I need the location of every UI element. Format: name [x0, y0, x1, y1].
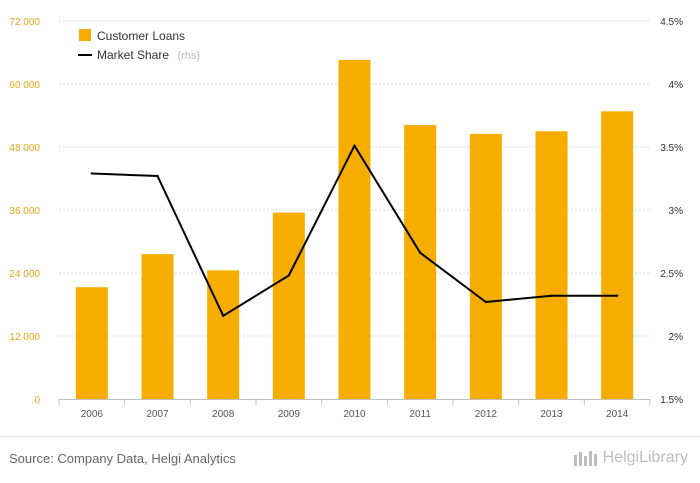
brand-name: HelgiLibrary	[602, 449, 688, 466]
source-note: Source: Company Data, Helgi Analytics	[9, 451, 236, 466]
x-tick-label: 2010	[343, 409, 366, 420]
market-share-point-2008	[221, 314, 225, 318]
market-share-point-2010	[353, 144, 356, 147]
y-right-tick-label: 4%	[669, 80, 684, 91]
legend-label-bar: Customer Loans	[97, 29, 185, 43]
line-series	[90, 144, 619, 318]
y-left-tick-label: 12 000	[9, 332, 40, 343]
footer-divider	[0, 436, 700, 437]
y-right-tick-label: 2%	[669, 332, 684, 343]
y-right-tick-label: 3.5%	[660, 143, 683, 154]
market-share-point-2006	[90, 172, 94, 175]
market-share-point-2012	[484, 300, 488, 304]
legend-label-line: Market Share	[97, 48, 169, 62]
bar-2010	[338, 59, 371, 399]
y-left-tick-label: 24 000	[9, 269, 40, 280]
y-right-tick-label: 1.5%	[660, 395, 683, 406]
y-left-tick-label: 48 000	[9, 143, 40, 154]
library-icon	[573, 451, 597, 466]
x-tick-label: 2009	[278, 409, 301, 420]
x-tick-label: 2008	[212, 409, 235, 420]
brand-logo: HelgiLibrary	[573, 449, 688, 467]
legend: Customer Loans Market Share (rhs)	[78, 29, 200, 63]
y-left-tick-label: 0	[34, 395, 40, 406]
x-tick-label: 2011	[409, 409, 431, 420]
legend-swatch-bar	[79, 29, 91, 41]
y-left-tick-label: 36 000	[9, 206, 40, 217]
bar-2006	[75, 287, 108, 399]
x-tick-label: 2014	[606, 409, 629, 420]
combo-chart: 0 12 000 24 000 36 000 48 000 60 000 72 000 1.5…	[9, 17, 683, 420]
legend-label-line-group: Market Share (rhs)	[97, 46, 200, 63]
x-tick-label: 2007	[146, 409, 169, 420]
market-share-point-2011	[418, 251, 422, 255]
bar-2007	[141, 254, 174, 399]
x-tick-label: 2006	[81, 409, 104, 420]
y-left-tick-label: 60 000	[9, 80, 40, 91]
y-right-tick-label: 4.5%	[660, 17, 683, 28]
market-share-point-2013	[550, 294, 553, 297]
market-share-point-2007	[156, 174, 159, 178]
bar-series	[75, 59, 634, 400]
axes: 0 12 000 24 000 36 000 48 000 60 000 72 000 1.5…	[9, 17, 683, 420]
x-tick-label: 2012	[475, 409, 498, 420]
y-right-tick-label: 2.5%	[660, 269, 683, 280]
bar-2012	[469, 133, 502, 399]
x-tick-label: 2013	[540, 409, 563, 420]
bar-2013	[535, 131, 568, 399]
bar-2014	[601, 111, 634, 400]
y-right-tick-label: 3%	[669, 206, 684, 217]
bar-2009	[272, 212, 305, 399]
market-share-point-2009	[287, 274, 291, 277]
y-left-tick-label: 72 000	[9, 17, 40, 28]
legend-label-suffix: (rhs)	[177, 50, 200, 62]
market-share-point-2014	[615, 294, 619, 297]
